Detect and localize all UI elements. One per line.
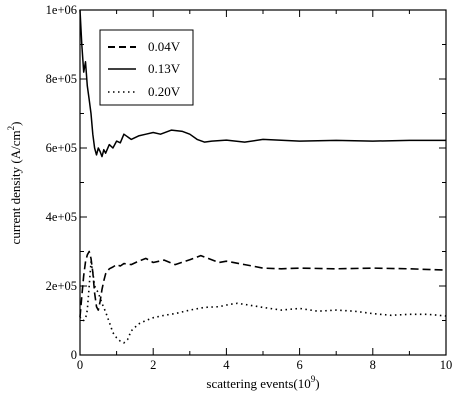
- y-tick-label: 4e+05: [46, 210, 77, 224]
- x-tick-label: 6: [296, 358, 302, 372]
- legend-label-013v: 0.13V: [148, 61, 181, 76]
- y-tick-label: 2e+05: [46, 279, 77, 293]
- series-layer: [79, 9, 447, 344]
- y-tick-label: 8e+05: [46, 72, 77, 86]
- x-tick-label: 8: [370, 358, 376, 372]
- y-tick-label: 0: [71, 348, 77, 362]
- legend: 0.04V 0.13V 0.20V: [99, 29, 194, 106]
- legend-label-004v: 0.04V: [148, 39, 181, 54]
- y-tick-label: 6e+05: [46, 141, 77, 155]
- series-line-020v: [79, 261, 447, 344]
- legend-box: [99, 29, 194, 106]
- tick-layer: 0 2 4 6 8 10 0 2e+05 4e+05 6e+05 8e+05 1e+06: [46, 3, 453, 372]
- legend-label-020v: 0.20V: [148, 84, 181, 99]
- x-tick-label: 0: [77, 358, 83, 372]
- x-tick-label: 4: [223, 358, 230, 372]
- series-line-013v: [79, 9, 446, 158]
- x-tick-label: 2: [150, 358, 156, 372]
- series-line-004v: [79, 250, 447, 318]
- x-tick-label: 10: [440, 358, 453, 372]
- y-tick-label: 1e+06: [46, 3, 77, 17]
- y-axis-label: current density (A/cm2): [6, 122, 23, 245]
- x-axis-label: scattering events(109): [206, 374, 319, 391]
